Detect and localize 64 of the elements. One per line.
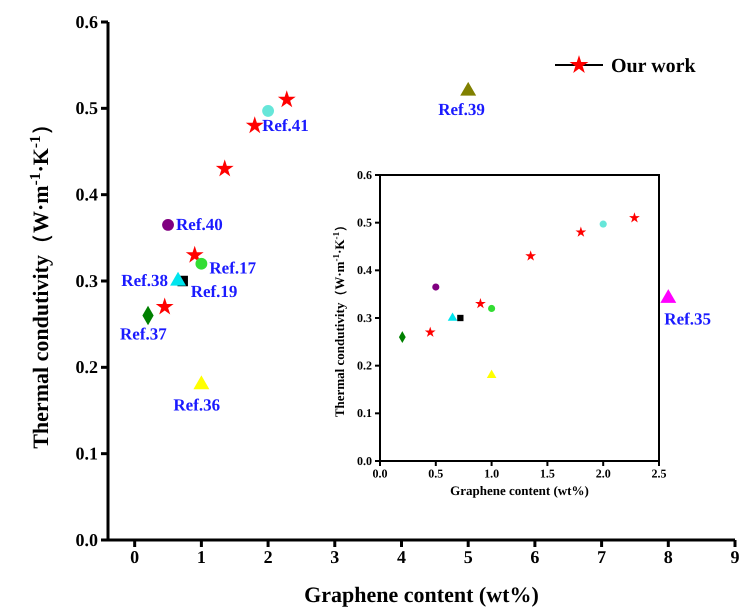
x-tick-label: 9: [730, 546, 740, 567]
point: [629, 212, 640, 222]
point: [525, 250, 536, 261]
point: [600, 220, 607, 228]
point: [216, 159, 234, 176]
y-tick-label: 0.0: [357, 454, 372, 468]
point: [486, 370, 496, 378]
series-label: Ref.41: [262, 116, 309, 135]
legend-label: Our work: [611, 55, 697, 77]
x-tick-label: 3: [330, 546, 340, 567]
point: [424, 326, 436, 337]
x-tick-label: 2.5: [652, 466, 666, 481]
y-tick-label: 0.1: [357, 406, 372, 420]
series-label: Ref.38: [121, 271, 168, 290]
y-tick-label: 0.2: [76, 357, 98, 378]
series-label: Ref.40: [176, 214, 223, 234]
point: [575, 226, 586, 237]
x-tick-label: 1.0: [484, 466, 500, 481]
point: [186, 246, 204, 263]
x-tick-label: 8: [664, 546, 673, 567]
series-label: Ref.35: [664, 309, 712, 328]
x-tick-label: 1.5: [540, 466, 555, 481]
x-tick-label: 0.0: [372, 466, 388, 481]
x-tick-label: 7: [597, 546, 606, 567]
point: [162, 218, 174, 231]
x-axis-title: Graphene content (wt%): [304, 582, 539, 607]
point: [475, 298, 486, 308]
point: [457, 314, 464, 322]
x-tick-label: 5: [464, 546, 473, 567]
y-tick-label: 0.6: [76, 12, 98, 32]
point: [262, 105, 274, 117]
point: [246, 116, 264, 134]
x-tick-label: 2.0: [596, 466, 611, 481]
series-label: Ref.17: [209, 258, 257, 278]
point: [278, 90, 296, 108]
y-tick-label: 0.3: [76, 270, 98, 291]
x-tick-label: 0.5: [428, 466, 444, 481]
y-tick-label: 0.6: [357, 168, 372, 182]
x-tick-label: 4: [396, 546, 406, 567]
point: [170, 272, 186, 286]
x-tick-label: 0: [130, 546, 140, 567]
point: [195, 258, 208, 270]
x-tick-label: 2: [264, 546, 273, 567]
x-tick-label: 6: [530, 546, 540, 567]
series-label: Ref.39: [438, 100, 485, 120]
point: [488, 304, 496, 312]
point: [660, 289, 676, 303]
point: [432, 283, 440, 291]
y-tick-label: 0.1: [76, 443, 98, 464]
y-tick-label: 0.4: [76, 184, 98, 204]
series-label: Ref.37: [120, 324, 168, 344]
series-label: Ref.19: [190, 282, 238, 301]
y-tick-label: 0.5: [76, 98, 98, 118]
x-tick-label: 1: [196, 546, 206, 567]
series-label: Ref.36: [173, 396, 220, 415]
y-tick-label: 0.0: [76, 530, 98, 550]
point: [193, 375, 210, 390]
point: [448, 312, 458, 321]
y-tick-label: 0.3: [357, 310, 372, 325]
y-tick-label: 0.4: [357, 263, 372, 278]
y-tick-label: 0.5: [357, 216, 372, 230]
point: [156, 298, 174, 314]
y-tick-label: 0.2: [357, 358, 372, 373]
x-axis-title: Graphene content (wt%): [450, 483, 589, 498]
